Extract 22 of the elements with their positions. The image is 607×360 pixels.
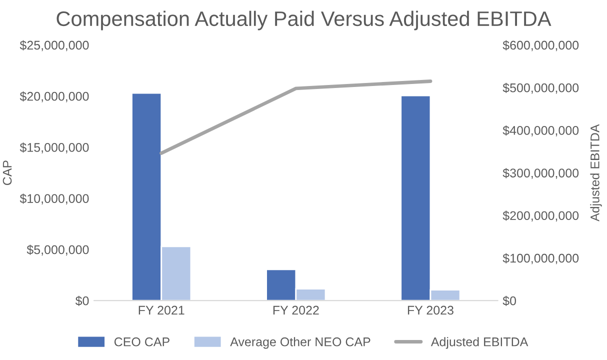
legend-label: Adjusted EBITDA bbox=[430, 337, 528, 349]
x-tick-label: FY 2021 bbox=[138, 306, 184, 315]
legend-label: CEO CAP bbox=[114, 337, 170, 346]
y2-tick-label: $0 bbox=[502, 296, 516, 306]
y-tick-label: $0 bbox=[75, 296, 89, 306]
y-axis-title: CAP bbox=[2, 160, 12, 186]
x-tick-label: FY 2023 bbox=[408, 306, 454, 315]
y2-tick-label: $300,000,000 bbox=[502, 168, 579, 179]
y-tick-label: $25,000,000 bbox=[20, 40, 89, 52]
y-tick-label: $20,000,000 bbox=[20, 91, 89, 102]
y2-tick-label: $400,000,000 bbox=[502, 125, 579, 136]
y2-tick-label: $500,000,000 bbox=[502, 82, 579, 94]
y-tick-label: $15,000,000 bbox=[20, 142, 89, 154]
y2-tick-label: $200,000,000 bbox=[502, 210, 579, 222]
y2-axis-title: Adjusted EBITDA bbox=[590, 124, 602, 222]
y2-tick-label: $100,000,000 bbox=[502, 253, 579, 264]
y-tick-label: $10,000,000 bbox=[20, 194, 89, 204]
chart-title: Compensation Actually Paid Versus Adjusted EBITDA bbox=[56, 10, 552, 30]
x-tick-label: FY 2022 bbox=[273, 306, 319, 315]
y2-tick-label: $600,000,000 bbox=[502, 40, 579, 52]
legend-label: Average Other NEO CAP bbox=[230, 337, 370, 349]
y-tick-label: $5,000,000 bbox=[26, 244, 89, 256]
